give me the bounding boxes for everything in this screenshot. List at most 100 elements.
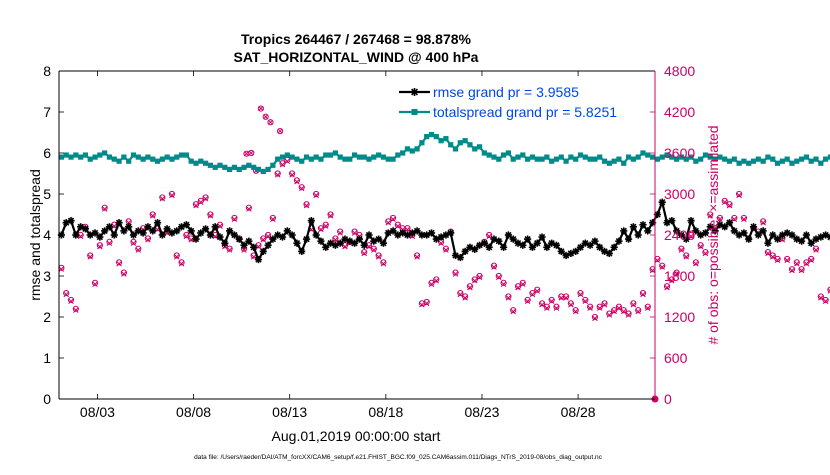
assimilated-obs-point (669, 278, 675, 284)
rmse-point (163, 225, 171, 233)
rmse-point (278, 233, 287, 241)
rmse-point (620, 227, 628, 235)
totalspread-point (472, 146, 478, 152)
rmse-point (101, 227, 109, 235)
assimilated-obs-point (818, 295, 824, 301)
legend-label-totalspread: totalspread grand pr = 5.8251 (433, 104, 617, 120)
possible-obs-point (683, 252, 690, 259)
assimilated-obs-point (217, 223, 223, 229)
possible-obs-point (577, 289, 584, 297)
totalspread-point (327, 152, 334, 158)
totalspread-point (231, 164, 238, 170)
rmse-point (682, 235, 690, 243)
possible-obs-point (760, 218, 767, 225)
assimilated-obs-point (58, 266, 65, 272)
assimilated-obs-point (822, 298, 829, 305)
totalspread-point (722, 156, 728, 162)
rmse-point (221, 239, 229, 247)
rmse-point (610, 243, 618, 251)
rmse-point (139, 229, 147, 237)
possible-obs-point (495, 272, 502, 280)
y-left-tick-label: 8 (43, 63, 51, 79)
totalspread-point (63, 152, 69, 158)
assimilated-obs-point (277, 128, 283, 134)
totalspread-point (520, 152, 526, 158)
assimilated-obs-point (659, 264, 665, 270)
totalspread-point (409, 148, 415, 154)
totalspread-point (351, 152, 358, 158)
rmse-point (192, 235, 200, 243)
assimilated-obs-point (121, 271, 127, 277)
possible-obs-point (101, 204, 108, 211)
possible-obs-point (663, 283, 671, 290)
totalspread-point (183, 152, 189, 158)
possible-obs-point (707, 211, 714, 218)
totalspread-point (750, 158, 757, 164)
rmse-point (230, 231, 239, 239)
assimilated-obs-point (592, 315, 598, 322)
assimilated-obs-point (169, 192, 175, 199)
rmse-point (72, 231, 80, 239)
possible-obs-point (245, 204, 252, 211)
possible-obs-point (678, 245, 685, 252)
assimilated-obs-point (678, 247, 685, 253)
rmse-point (721, 223, 729, 231)
possible-obs-point (505, 293, 512, 300)
possible-obs-point (144, 235, 152, 242)
possible-obs-point (673, 269, 680, 276)
totalspread-point (635, 154, 641, 160)
possible-obs-point (788, 266, 796, 273)
totalspread-point (563, 158, 569, 164)
rmse-point (572, 247, 580, 255)
assimilated-obs-point (741, 216, 747, 223)
totalspread-point (337, 154, 343, 160)
assimilated-obs-point (496, 274, 502, 281)
rmse-point (576, 243, 585, 251)
rmse-point (403, 231, 412, 239)
y-right-tick-label: 4200 (664, 104, 695, 120)
totalspread-point (404, 146, 411, 152)
assimilated-obs-point (688, 233, 694, 240)
assimilated-obs-point (404, 226, 411, 233)
totalspread-point (515, 154, 521, 160)
possible-obs-point (716, 214, 723, 222)
rmse-point (528, 243, 537, 251)
y-axis-right-label: # of obs: o=possible; ×=assimilated (705, 125, 721, 344)
rmse-point (259, 247, 267, 255)
chart-title: Tropics 264467 / 267468 = 98.878% (241, 31, 472, 47)
possible-obs-point (668, 276, 675, 283)
assimilated-obs-point (159, 196, 166, 202)
rmse-point (427, 229, 436, 237)
x-tick-label: 08/28 (561, 404, 596, 420)
totalspread-point (217, 162, 223, 168)
assimilated-obs-point (486, 233, 492, 240)
rmse-point (67, 217, 75, 225)
possible-obs-point (572, 307, 579, 314)
rmse-point (173, 227, 181, 235)
totalspread-point (400, 150, 406, 156)
assimilated-obs-point (332, 237, 339, 243)
assimilated-obs-point (789, 267, 795, 274)
possible-obs-point (793, 259, 800, 266)
totalspread-point (731, 156, 737, 162)
assimilated-obs-point (250, 254, 257, 260)
totalspread-point (424, 134, 430, 140)
x-tick-label: 08/08 (176, 404, 211, 420)
rmse-point (336, 239, 344, 247)
assimilated-obs-point (572, 308, 579, 315)
totalspread-point (97, 152, 103, 158)
totalspread-point (332, 150, 338, 156)
rmse-point (596, 243, 604, 251)
possible-obs-point (413, 252, 421, 259)
possible-obs-point (740, 214, 748, 222)
rmse-point (187, 227, 195, 235)
assimilated-obs-point (395, 223, 401, 229)
rmse-point (245, 237, 253, 245)
assimilated-obs-point (577, 291, 584, 298)
totalspread-point (212, 164, 218, 170)
possible-obs-point (207, 211, 214, 218)
possible-obs-point (639, 289, 647, 297)
rmse-point (182, 221, 190, 229)
totalspread-point (251, 164, 257, 170)
totalspread-point (784, 156, 790, 162)
